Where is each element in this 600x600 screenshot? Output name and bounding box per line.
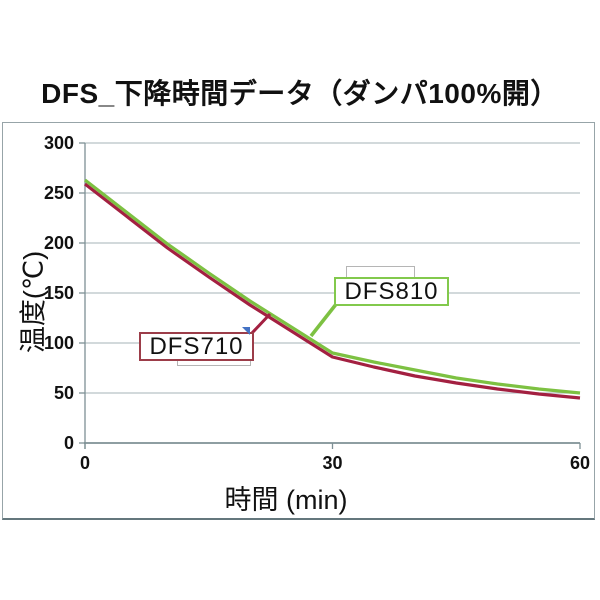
- chart-frame: [2, 122, 595, 520]
- y-tick-label-150: 150: [43, 283, 74, 303]
- x-axis-title: 時間 (min): [224, 485, 348, 515]
- x-tick-label-0: 0: [79, 453, 90, 473]
- callout-label-dfs710: DFS710: [139, 332, 254, 361]
- x-tick-label-60: 60: [569, 453, 591, 473]
- callout-label-dfs810: DFS810: [334, 277, 449, 306]
- y-tick-label-0: 0: [63, 433, 74, 453]
- y-tick-label-300: 300: [43, 133, 74, 153]
- y-tick-label-50: 50: [53, 383, 74, 403]
- chart-title: DFS_下降時間データ（ダンパ100%開）: [41, 78, 559, 109]
- series-line-dfs710: [84, 182, 581, 400]
- selection-marker-icon: [242, 327, 250, 335]
- y-tick-label-200: 200: [43, 233, 74, 253]
- callout-leader-dfs810: [309, 301, 339, 338]
- x-tick-label-30: 30: [322, 453, 343, 473]
- series-line-dfs810: [84, 178, 581, 395]
- y-tick-label-100: 100: [43, 333, 74, 353]
- callout-leader-dfs710: [250, 312, 272, 335]
- y-tick-label-250: 250: [43, 183, 74, 203]
